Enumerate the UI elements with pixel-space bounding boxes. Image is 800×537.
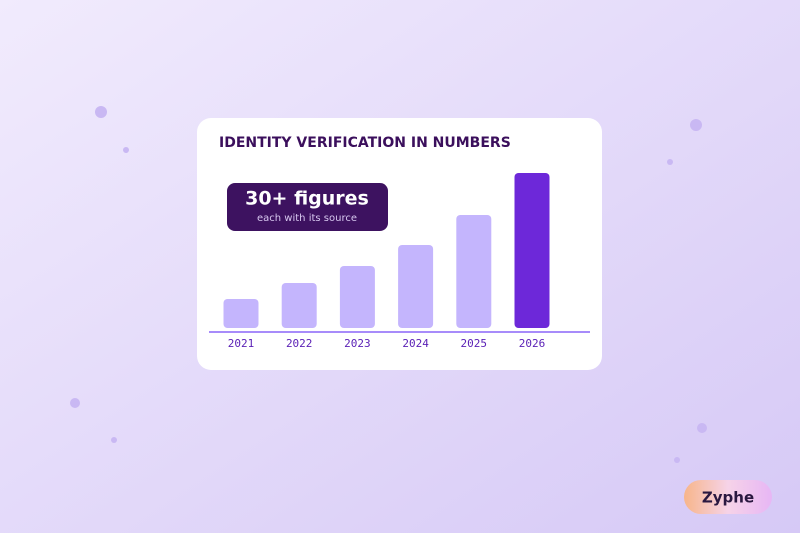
badge-subline: each with its source [257, 213, 357, 224]
bar [223, 299, 259, 328]
x-tick-label: 2023 [344, 337, 371, 350]
bar [398, 245, 434, 328]
chart-title: IDENTITY VERIFICATION IN NUMBERS [219, 135, 511, 151]
bar [339, 266, 375, 328]
decor-dots [70, 106, 707, 463]
bar [456, 215, 492, 328]
badge [227, 183, 388, 231]
x-tick-label: 2021 [228, 337, 255, 350]
brand: Zyphe [702, 489, 754, 507]
x-tick-label: 2024 [402, 337, 429, 350]
badge-headline: 30+ figures [245, 188, 369, 210]
brand-pill [684, 480, 772, 514]
bar [281, 283, 317, 328]
x-tick-label: 2025 [461, 337, 488, 350]
bar [514, 173, 550, 328]
x-tick-label: 2022 [286, 337, 313, 350]
x-tick-label: 2026 [519, 337, 546, 350]
